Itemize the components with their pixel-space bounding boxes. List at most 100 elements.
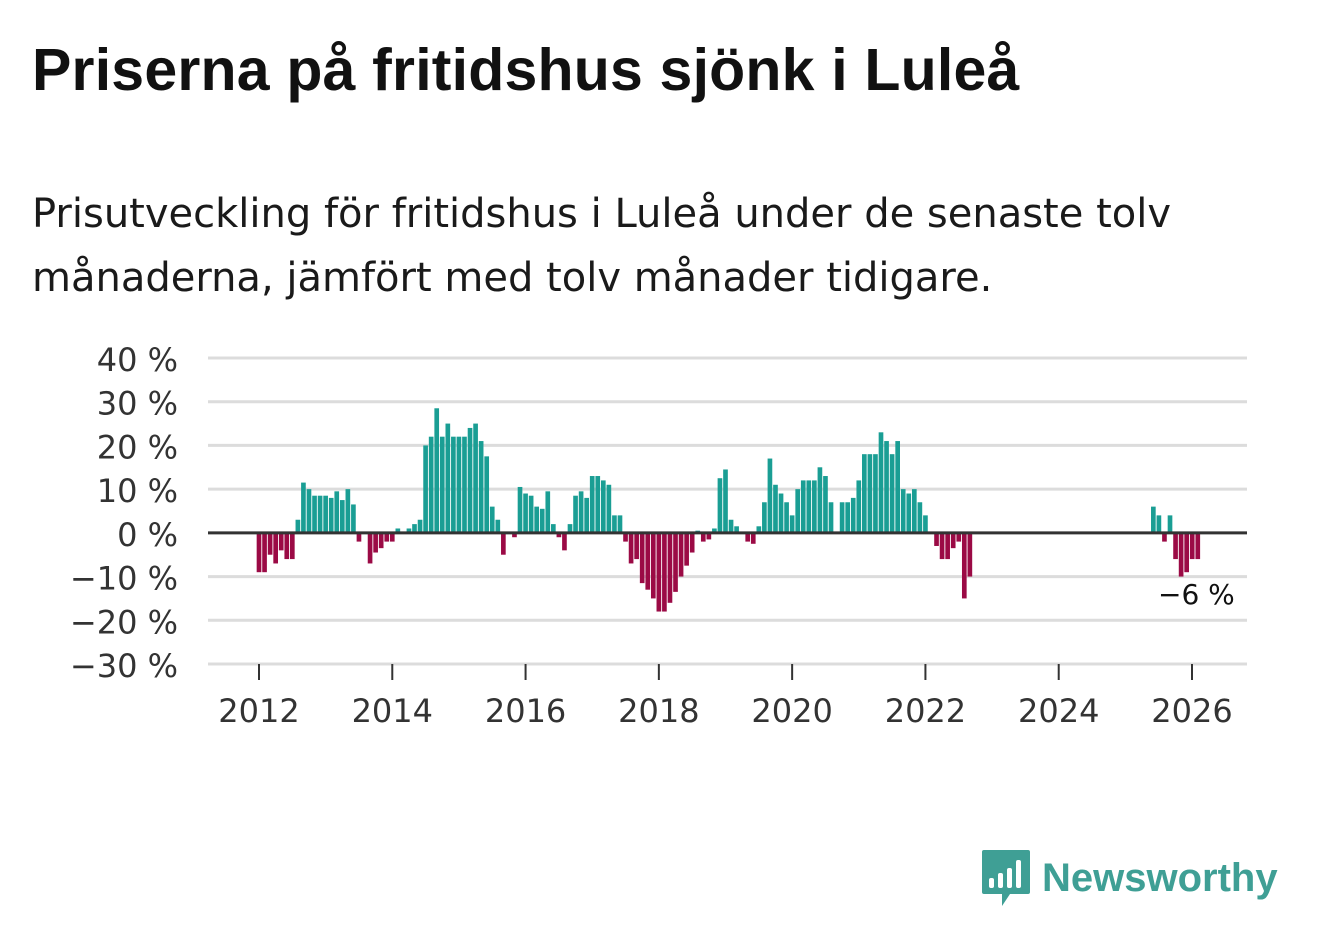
- bar: [417, 519, 423, 533]
- bar: [328, 497, 334, 533]
- bar: [634, 532, 639, 560]
- bar: [828, 502, 834, 533]
- bar: [773, 484, 778, 533]
- bar: [295, 519, 301, 533]
- bar-chart: 40 % 30 % 20 % 10 % 0 % −10 % −20 % −30 % 2012 20…: [70, 341, 1247, 730]
- bar: [567, 524, 573, 533]
- bar: [573, 495, 578, 533]
- bar: [717, 478, 723, 533]
- bar: [728, 519, 734, 533]
- bar: [967, 532, 973, 577]
- bar: [334, 491, 340, 533]
- bar: [956, 532, 962, 542]
- bar: [517, 486, 523, 533]
- y-tick-label: 40 %: [97, 341, 178, 379]
- bar: [795, 489, 801, 533]
- bar: [1151, 506, 1156, 533]
- bar: [356, 532, 362, 542]
- bar: [906, 493, 912, 533]
- annotation-label: −6 %: [1158, 578, 1235, 611]
- bar: [595, 476, 601, 533]
- bar: [806, 480, 812, 533]
- bar: [589, 476, 595, 533]
- bar: [395, 528, 401, 533]
- bar: [1173, 532, 1178, 560]
- bar: [784, 502, 789, 533]
- bar: [856, 480, 862, 533]
- bar: [306, 489, 312, 533]
- bar: [412, 524, 417, 533]
- bar: [556, 532, 562, 538]
- bar: [712, 528, 717, 533]
- bar: [317, 495, 323, 533]
- bar: [434, 408, 440, 533]
- bar: [862, 454, 867, 533]
- bar: [934, 532, 939, 546]
- bar: [267, 532, 273, 555]
- x-tick-label: 2026: [1151, 692, 1232, 730]
- bar: [351, 504, 356, 533]
- bar: [1195, 532, 1201, 560]
- bar: [961, 532, 967, 599]
- bar: [867, 454, 873, 533]
- bar: [323, 495, 328, 533]
- bar: [606, 484, 612, 533]
- x-tick-label: 2012: [218, 692, 299, 730]
- bar: [800, 480, 806, 533]
- bar: [501, 532, 506, 555]
- bar: [1189, 532, 1195, 560]
- y-tick-label: 0 %: [117, 516, 178, 554]
- bar: [900, 489, 906, 533]
- y-tick-label: −20 %: [70, 603, 178, 641]
- bar: [639, 532, 645, 584]
- y-tick-label: 10 %: [97, 472, 178, 510]
- bar: [850, 497, 856, 533]
- x-tick-label: 2014: [352, 692, 433, 730]
- bar: [484, 456, 490, 533]
- bar: [578, 491, 584, 533]
- bar: [706, 532, 712, 540]
- bars: [256, 408, 1201, 612]
- bar: [723, 469, 728, 533]
- bar: [767, 458, 773, 533]
- bar: [489, 506, 495, 533]
- bar: [673, 532, 678, 592]
- bar: [562, 532, 567, 551]
- bar: [462, 436, 467, 533]
- bar: [367, 532, 373, 564]
- bar: [528, 495, 534, 533]
- bar: [684, 532, 689, 566]
- bar: [895, 441, 900, 533]
- x-tick-label: 2022: [885, 692, 966, 730]
- bar: [884, 441, 889, 533]
- bar: [678, 532, 684, 577]
- bar: [345, 489, 351, 533]
- bar: [406, 528, 412, 533]
- brand-name: Newsworthy: [1042, 855, 1278, 900]
- bar: [289, 532, 295, 560]
- newsworthy-logo: Newsworthy: [980, 848, 1278, 908]
- bar: [467, 427, 473, 533]
- bar: [373, 532, 378, 553]
- bar: [445, 423, 451, 533]
- labels: 40 % 30 % 20 % 10 % 0 % −10 % −20 % −30 % 2012 20…: [70, 341, 1235, 730]
- bar: [662, 532, 667, 612]
- bar: [512, 532, 517, 538]
- bar: [451, 436, 456, 533]
- bar: [945, 532, 950, 560]
- y-tick-label: 30 %: [97, 385, 178, 423]
- bar: [845, 502, 851, 533]
- bar: [312, 495, 317, 533]
- bar: [700, 532, 706, 542]
- bar: [551, 524, 556, 533]
- bar: [473, 423, 478, 533]
- bar: [339, 500, 345, 533]
- bar: [539, 508, 545, 533]
- bar: [1156, 515, 1162, 533]
- bar: [789, 515, 795, 533]
- bar: [1184, 532, 1190, 573]
- bar: [756, 526, 762, 533]
- bar: [273, 532, 278, 564]
- bar: [1162, 532, 1167, 542]
- bar: [939, 532, 945, 560]
